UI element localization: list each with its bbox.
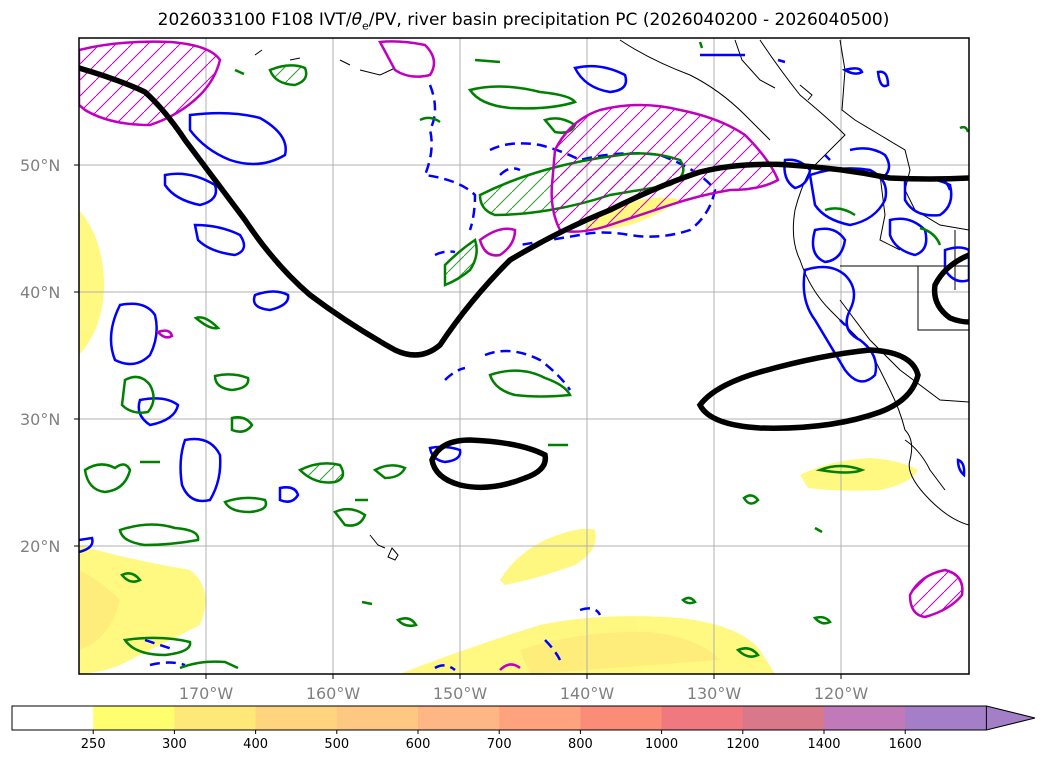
lon-label-160w: 160°W (306, 684, 361, 703)
colorbar: 250 300 400 500 600 700 800 1000 1200 1400 1600 (11, 705, 1036, 752)
lon-label-170w: 170°W (179, 684, 234, 703)
colorbar-segment (742, 706, 825, 730)
map-frame (78, 37, 970, 675)
colorbar-tick-label: 250 (81, 737, 106, 752)
colorbar-segment (824, 706, 906, 730)
colorbar-extend-arrow (985, 705, 1036, 731)
colorbar-tick-label: 700 (487, 737, 512, 752)
colorbar-tick-label: 1600 (889, 737, 922, 752)
lat-label-30n: 30°N (20, 410, 60, 429)
colorbar-segment (661, 706, 744, 730)
lon-label-140w: 140°W (560, 684, 615, 703)
colorbar-tick-label: 1200 (726, 737, 759, 752)
lat-label-50n: 50°N (20, 156, 60, 175)
lat-label-20n: 20°N (20, 537, 60, 556)
latitude-labels: 50°N 40°N 30°N 20°N (20, 156, 60, 556)
lon-label-150w: 150°W (433, 684, 488, 703)
ivt-contours (79, 65, 969, 491)
lon-label-120w: 120°W (814, 684, 869, 703)
theta-e-contours (79, 53, 969, 554)
lat-label-40n: 40°N (20, 283, 60, 302)
colorbar-segment (93, 706, 175, 730)
colorbar-tick-label: 600 (406, 737, 431, 752)
map-plot-area (79, 38, 969, 674)
colorbar-segment (336, 706, 419, 730)
colorbar-segment (255, 706, 338, 730)
colorbar-segment (580, 706, 663, 730)
coastlines (254, 39, 969, 561)
colorbar-tick-label: 500 (324, 737, 349, 752)
colorbar-tick-label: 300 (162, 737, 187, 752)
colorbar-tick-label: 800 (568, 737, 593, 752)
colorbar-tick-label: 400 (243, 737, 268, 752)
map-title: 2026033100 F108 IVT/θe/PV, river basin p… (157, 10, 890, 33)
colorbar-tick-label: 1000 (645, 737, 678, 752)
colorbar-segment (12, 706, 94, 730)
colorbar-segment (174, 706, 257, 730)
longitude-labels: 170°W 160°W 150°W 140°W 130°W 120°W (179, 684, 869, 703)
colorbar-tick-label: 1400 (807, 737, 840, 752)
colorbar-segment (418, 706, 500, 730)
lon-label-130w: 130°W (687, 684, 742, 703)
colorbar-segment (499, 706, 581, 730)
precip-contours (79, 40, 964, 671)
colorbar-segment (905, 706, 987, 730)
